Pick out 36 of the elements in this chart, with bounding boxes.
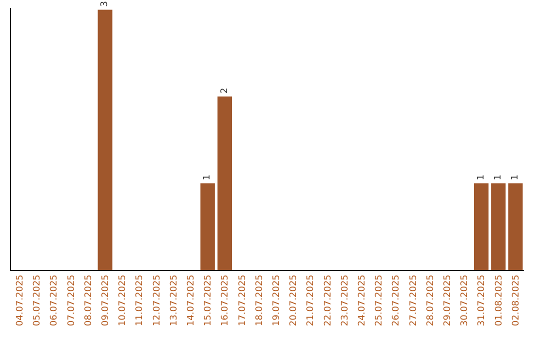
x-tick-label: 06.07.2025 bbox=[50, 274, 60, 326]
x-tick-label: 07.07.2025 bbox=[66, 274, 77, 326]
x-tick-label: 28.07.2025 bbox=[426, 274, 436, 326]
x-tick-label: 23.07.2025 bbox=[340, 274, 350, 326]
x-tick-label: 15.07.2025 bbox=[204, 274, 214, 326]
x-tick-label: 08.07.2025 bbox=[84, 274, 94, 326]
data-label: 1 bbox=[476, 174, 486, 180]
x-tick-label: 12.07.2025 bbox=[152, 274, 162, 326]
data-label: 1 bbox=[202, 174, 213, 180]
x-tick-label: 17.07.2025 bbox=[238, 274, 248, 326]
data-label: 2 bbox=[220, 88, 230, 94]
x-tick-label: 13.07.2025 bbox=[169, 274, 180, 326]
x-tick-label: 21.07.2025 bbox=[306, 274, 316, 326]
x-tick-label: 05.07.2025 bbox=[32, 274, 43, 326]
x-tick-label: 11.07.2025 bbox=[135, 274, 146, 326]
x-tick-label: 09.07.2025 bbox=[100, 274, 111, 326]
x-tick-label: 30.07.2025 bbox=[460, 274, 470, 326]
x-tick-label: 14.07.2025 bbox=[186, 274, 196, 326]
x-tick-label: 27.07.2025 bbox=[408, 274, 419, 326]
x-tick-label: 16.07.2025 bbox=[220, 274, 231, 326]
x-tick-label: 19.07.2025 bbox=[272, 274, 282, 326]
x-tick-label: 20.07.2025 bbox=[289, 274, 300, 326]
data-label: 1 bbox=[510, 174, 520, 180]
x-tick-label: 26.07.2025 bbox=[392, 274, 402, 326]
x-tick-label: 18.07.2025 bbox=[254, 274, 265, 326]
x-tick-label: 25.07.2025 bbox=[374, 274, 385, 326]
x-tick-label: 31.07.2025 bbox=[477, 274, 488, 326]
x-tick-label: 02.08.2025 bbox=[511, 274, 522, 326]
x-tick-label: 22.07.2025 bbox=[323, 274, 334, 326]
data-label: 1 bbox=[493, 174, 504, 180]
x-tick-label: 24.07.2025 bbox=[357, 274, 368, 326]
x-tick-label: 01.08.2025 bbox=[494, 274, 504, 326]
x-tick-label: 04.07.2025 bbox=[15, 274, 26, 326]
x-tick-label: 10.07.2025 bbox=[118, 274, 128, 326]
data-label: 3 bbox=[100, 1, 110, 7]
x-tick-label: 29.07.2025 bbox=[442, 274, 453, 326]
